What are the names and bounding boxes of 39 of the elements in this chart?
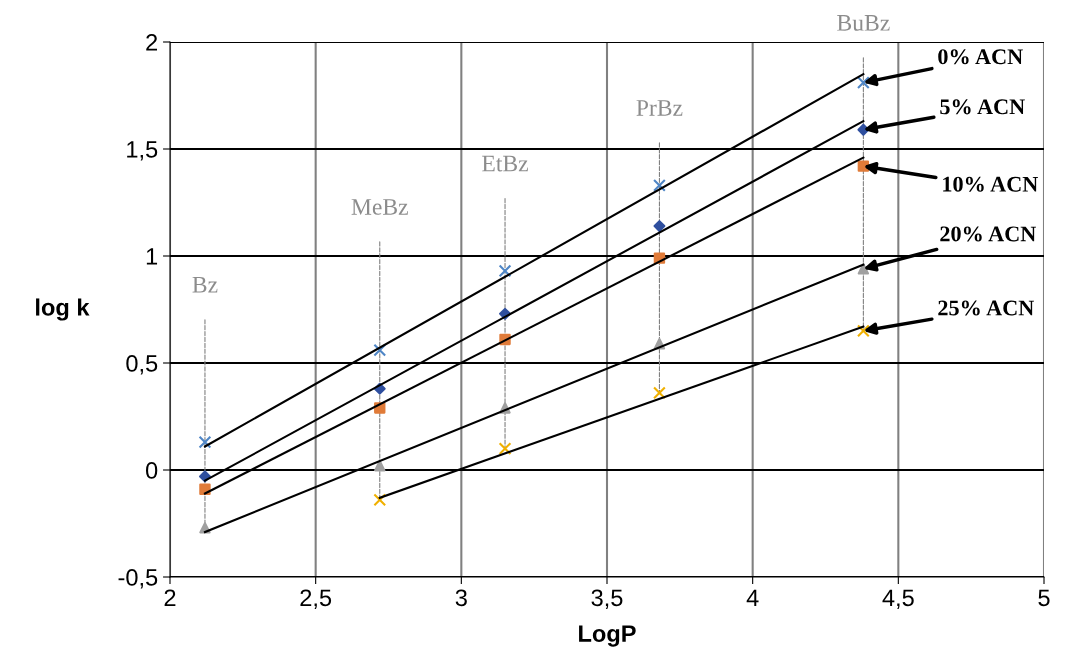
x-tick-label: 2 <box>164 589 176 606</box>
point <box>374 460 386 472</box>
annotation: BuBz <box>837 15 890 31</box>
x-tick-label: 4 <box>746 589 759 606</box>
point <box>498 264 512 278</box>
y-tick-label: 1 <box>146 248 158 265</box>
annotation: EtBz <box>482 155 528 172</box>
point <box>653 386 666 400</box>
point <box>857 263 870 275</box>
annotation: Bz <box>192 277 218 293</box>
y-tick-label: 0 <box>145 462 158 479</box>
x-tick-label: 3,5 <box>591 589 623 609</box>
y-axis-title: log k <box>36 298 90 321</box>
annotation: 5% ACN <box>940 99 1025 115</box>
point <box>373 493 387 507</box>
point <box>653 220 666 232</box>
y-tick-label: 1,5 <box>127 141 158 161</box>
annotation: 0% ACN <box>938 49 1023 65</box>
y-tick-label: 0,5 <box>126 355 158 375</box>
point <box>498 442 512 456</box>
annotation: 20% ACN <box>940 226 1036 242</box>
point <box>857 123 870 136</box>
point <box>856 324 870 338</box>
point <box>857 160 870 172</box>
point <box>653 178 666 192</box>
y-tick-label: 2 <box>146 34 158 51</box>
point <box>856 76 870 90</box>
annotation: 25% ACN <box>938 300 1034 316</box>
y-tick-label: -0,5 <box>118 569 158 589</box>
point <box>373 343 387 357</box>
annotation: MeBz <box>351 199 408 215</box>
annotation: 10% ACN <box>943 176 1038 192</box>
x-tick-label: 5 <box>1038 589 1050 607</box>
x-tick-label: 3 <box>455 589 467 607</box>
x-axis-title: LogP <box>579 625 636 647</box>
point <box>198 435 212 449</box>
x-tick-label: 4,5 <box>882 589 914 609</box>
annotation: PrBz <box>636 100 683 116</box>
x-tick-label: 2,5 <box>300 589 332 609</box>
